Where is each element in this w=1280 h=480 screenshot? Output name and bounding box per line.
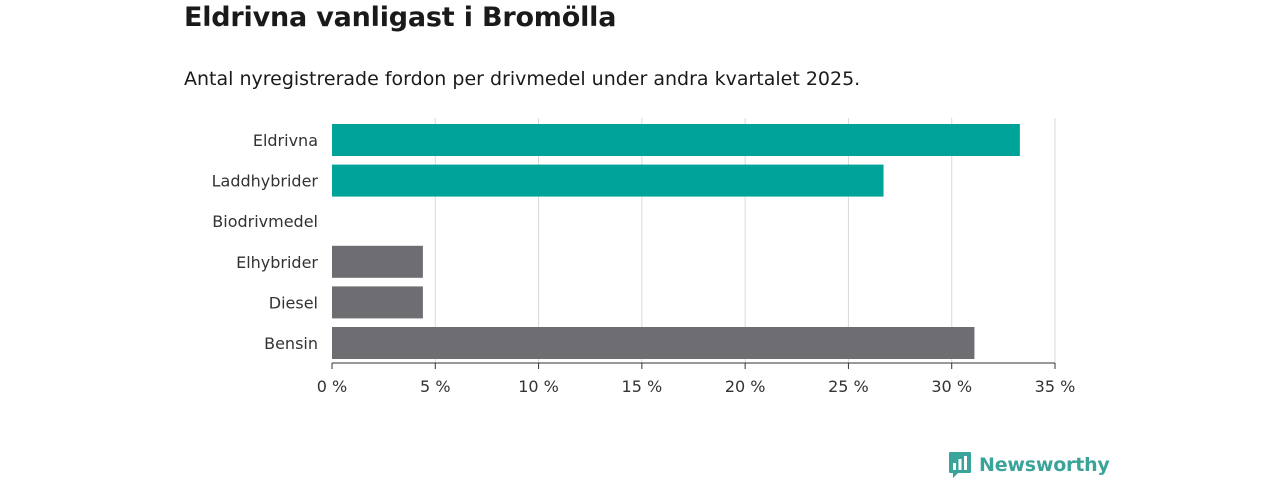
x-tick-label: 5 % <box>420 377 450 396</box>
bar-diesel <box>332 286 423 318</box>
x-tick-label: 25 % <box>828 377 869 396</box>
x-tick-label: 35 % <box>1035 377 1076 396</box>
bar-bensin <box>332 327 974 359</box>
x-tick-label: 30 % <box>931 377 972 396</box>
x-tick-label: 15 % <box>622 377 663 396</box>
category-label: Biodrivmedel <box>212 212 318 231</box>
bar-eldrivna <box>332 124 1020 156</box>
category-label: Laddhybrider <box>212 172 319 191</box>
x-tick-label: 10 % <box>518 377 559 396</box>
category-labels: Eldrivna Laddhybrider Biodrivmedel Elhybrid… <box>212 131 319 353</box>
x-axis: 0 % 5 % 10 % 15 % 20 % 25 % 30 % 35 % <box>317 363 1076 396</box>
category-label: Elhybrider <box>236 253 318 272</box>
category-label: Bensin <box>264 334 318 353</box>
x-tick-label: 0 % <box>317 377 347 396</box>
brand-logo: Newsworthy <box>948 451 1110 479</box>
bar-laddhybrider <box>332 165 884 197</box>
bar-chart: 0 % 5 % 10 % 15 % 20 % 25 % 30 % 35 % Eldrivna L… <box>0 0 1280 480</box>
category-label: Eldrivna <box>253 131 318 150</box>
bar-elhybrider <box>332 246 423 278</box>
category-label: Diesel <box>269 293 318 312</box>
x-tick-label: 20 % <box>725 377 766 396</box>
brand-name: Newsworthy <box>979 454 1110 476</box>
bar-chart-badge-icon <box>948 451 972 479</box>
